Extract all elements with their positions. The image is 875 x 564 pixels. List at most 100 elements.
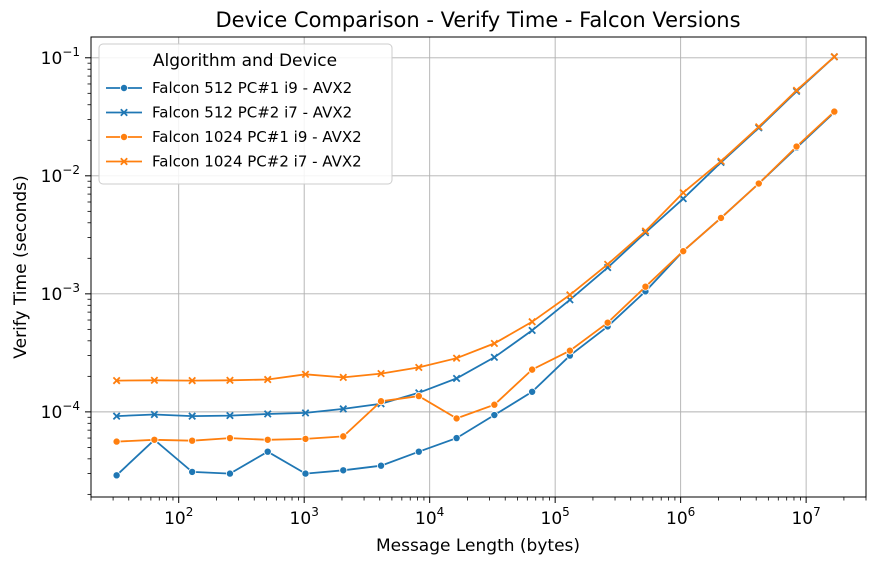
y-tick-label: 10−4 (41, 399, 80, 423)
data-point (339, 432, 348, 441)
data-point (188, 436, 197, 445)
data-point (603, 318, 612, 327)
data-point (188, 412, 196, 420)
data-point (263, 375, 272, 384)
data-point (112, 437, 121, 446)
data-point (150, 435, 159, 444)
data-point (452, 414, 461, 423)
data-point (792, 142, 801, 151)
x-tick-label: 107 (791, 505, 820, 529)
legend-label: Falcon 512 PC#2 i7 - AVX2 (152, 104, 352, 122)
legend-item: Falcon 512 PC#2 i7 - AVX2 (106, 104, 352, 122)
data-point (641, 282, 650, 291)
data-point (225, 434, 234, 443)
legend-label: Falcon 1024 PC#1 i9 - AVX2 (152, 128, 362, 146)
data-point (263, 435, 272, 444)
series-line (116, 56, 835, 382)
data-point (830, 52, 839, 61)
data-point (528, 317, 536, 326)
data-point (452, 354, 461, 363)
data-point (150, 376, 159, 385)
data-point (226, 376, 234, 385)
legend-items: Falcon 512 PC#1 i9 - AVX2 Falcon 512 PC#2… (106, 79, 362, 171)
data-point (490, 353, 499, 362)
legend-marker (120, 157, 128, 166)
legend-item: Falcon 512 PC#1 i9 - AVX2 (106, 79, 352, 97)
data-point (792, 86, 801, 95)
data-point (377, 461, 386, 470)
data-point (414, 447, 423, 456)
data-point (301, 370, 310, 379)
chart-title: Device Comparison - Verify Time - Falcon… (215, 8, 740, 32)
x-tick-label: 105 (541, 505, 570, 529)
data-point (566, 291, 574, 299)
legend-marker (120, 108, 128, 117)
legend-item: Falcon 1024 PC#2 i7 - AVX2 (106, 153, 362, 171)
series-line (116, 110, 835, 443)
data-point (301, 409, 310, 417)
y-tick-label: 10−2 (41, 163, 80, 187)
data-point (717, 157, 725, 166)
data-point (301, 469, 310, 478)
data-point (339, 373, 348, 382)
data-point (188, 376, 196, 385)
data-point (301, 434, 310, 443)
data-point (188, 467, 197, 476)
series-circle-ff7f0e (112, 107, 839, 446)
data-point (339, 466, 348, 475)
data-point (377, 369, 385, 378)
data-point (377, 397, 386, 406)
data-point (112, 471, 121, 480)
data-point (717, 213, 726, 222)
data-point (528, 326, 536, 335)
y-tick-label: 10−3 (41, 281, 80, 305)
data-point (452, 374, 461, 383)
legend-title: Algorithm and Device (153, 51, 337, 71)
data-point (830, 107, 839, 116)
data-point (754, 122, 763, 131)
data-point (112, 412, 121, 420)
data-point (263, 410, 272, 418)
data-point (112, 376, 121, 385)
x-tick-label: 103 (290, 505, 319, 529)
legend-box (98, 43, 393, 185)
plot-frame (90, 36, 867, 498)
data-point (225, 469, 234, 478)
y-axis-label: Verify Time (seconds) (11, 175, 31, 358)
data-point (490, 411, 499, 420)
legend-marker (120, 132, 129, 141)
series-x-ff7f0e (112, 52, 839, 385)
data-point (754, 179, 763, 188)
data-point (528, 365, 537, 374)
y-tick-label: 10−1 (41, 45, 80, 69)
data-point (490, 400, 499, 409)
series-layer (112, 52, 839, 480)
data-point (414, 363, 423, 372)
legend-item: Falcon 1024 PC#1 i9 - AVX2 (106, 128, 362, 146)
legend: Algorithm and Device Falcon 512 PC#1 i9 … (98, 43, 393, 185)
data-point (641, 227, 650, 235)
data-point (263, 447, 272, 456)
data-point (150, 410, 159, 419)
data-point (679, 188, 688, 197)
data-point (452, 434, 461, 443)
x-axis-label: Message Length (bytes) (376, 536, 580, 556)
axis-ticks: 102 103 104 105 106 107 10−4 10−3 10−2 10−1 (41, 45, 867, 529)
data-point (565, 346, 574, 355)
x-tick-label: 106 (666, 505, 695, 529)
x-tick-label: 104 (415, 505, 444, 529)
data-point (528, 387, 537, 396)
legend-label: Falcon 1024 PC#2 i7 - AVX2 (152, 153, 362, 171)
legend-marker (120, 84, 129, 93)
data-point (679, 194, 688, 203)
x-tick-label: 102 (164, 505, 193, 529)
data-point (679, 247, 688, 256)
data-point (490, 339, 499, 348)
legend-label: Falcon 512 PC#1 i9 - AVX2 (152, 79, 352, 97)
data-point (641, 228, 650, 237)
data-point (414, 392, 423, 401)
data-point (226, 411, 234, 420)
data-point (603, 260, 612, 269)
data-point (339, 405, 348, 413)
